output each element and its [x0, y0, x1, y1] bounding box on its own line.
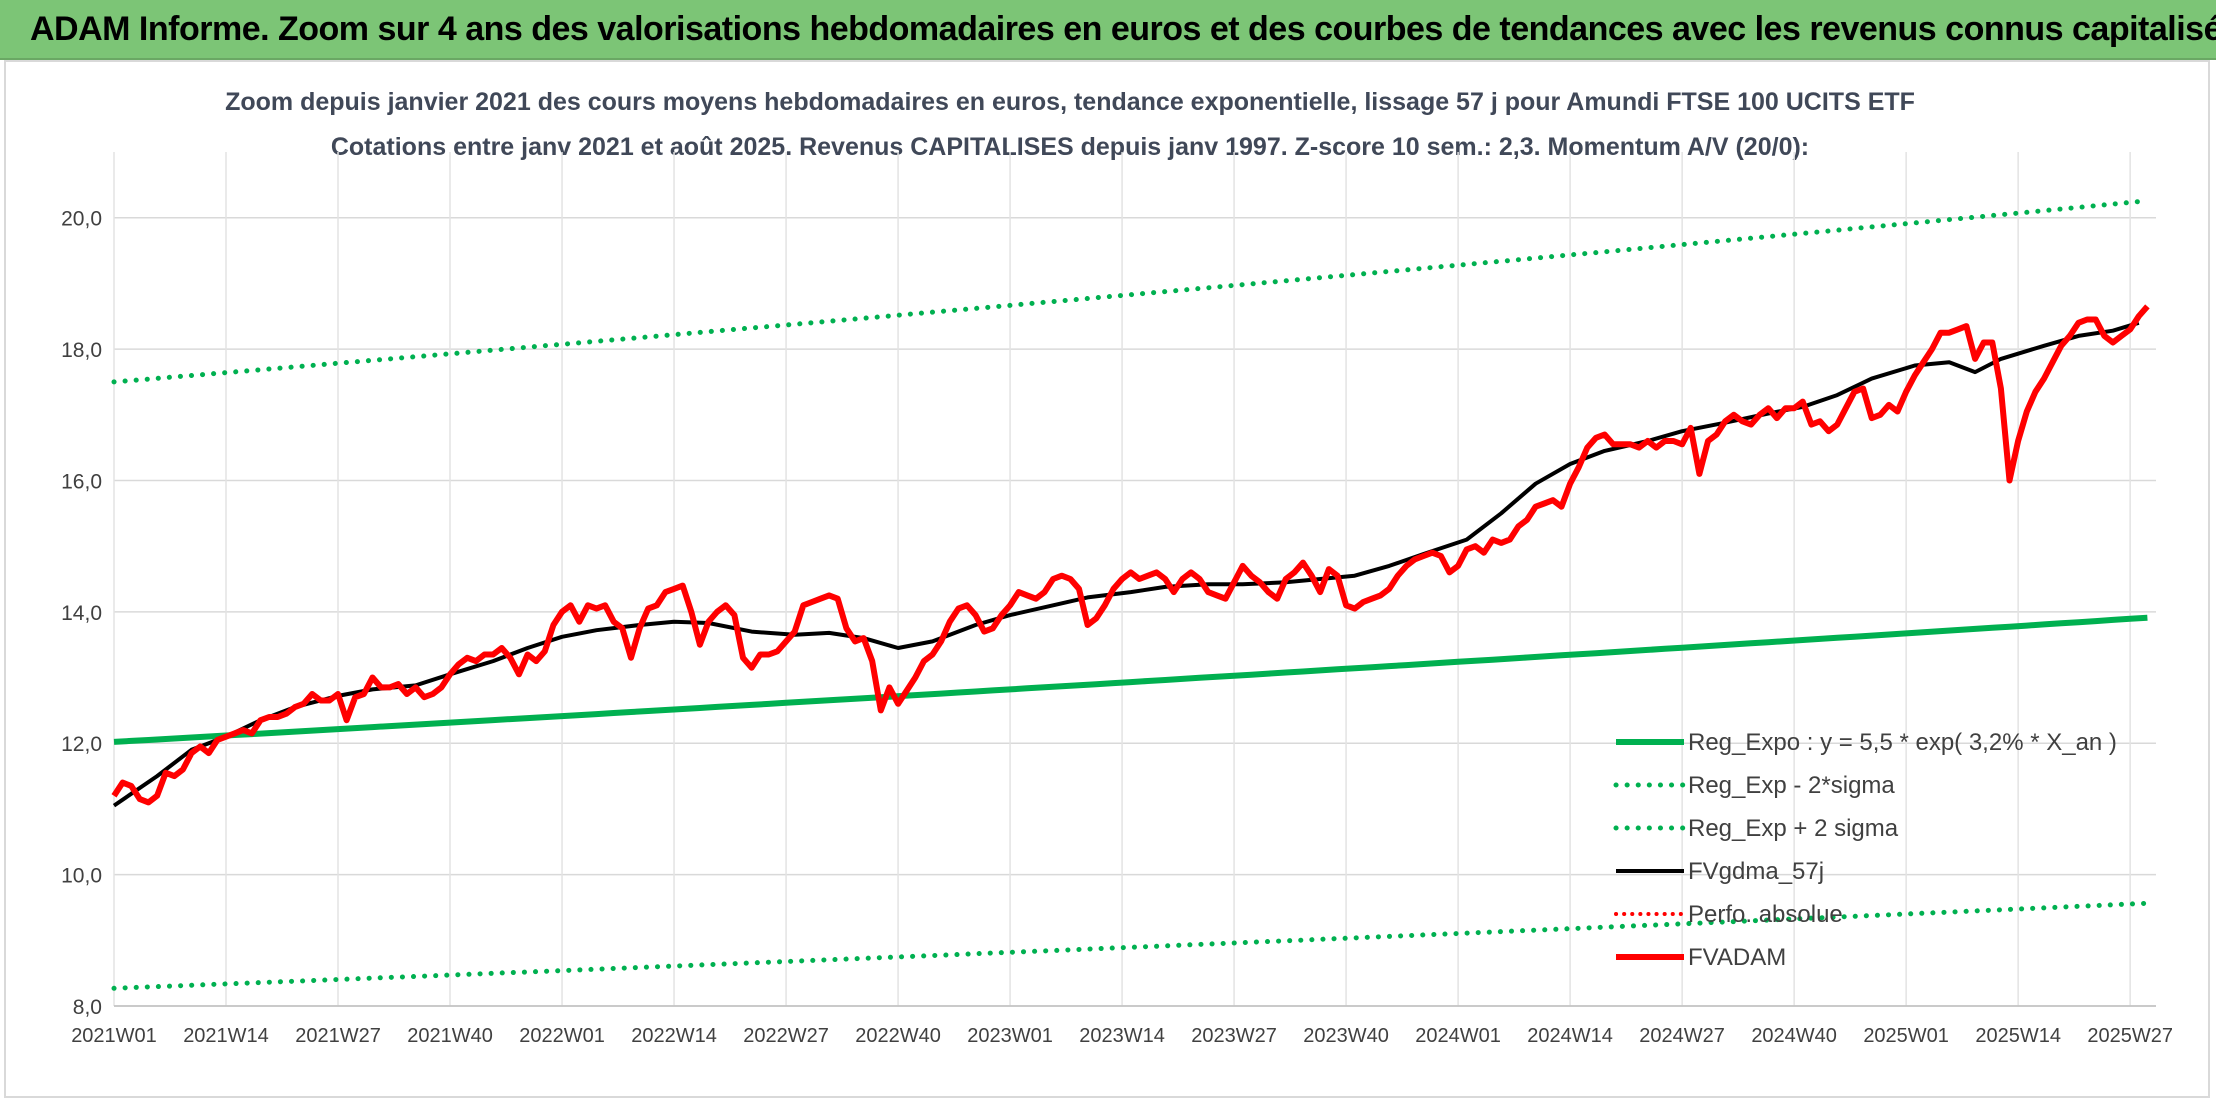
- x-tick-label: 2025W27: [2087, 1025, 2173, 1047]
- series-line-fvgdma-57j: [112, 320, 2140, 808]
- x-tick-label: 2023W01: [967, 1025, 1053, 1047]
- x-tick-label: 2022W14: [631, 1025, 717, 1047]
- chart-title: Zoom depuis janvier 2021 des cours moyen…: [225, 88, 1915, 116]
- report-banner: ADAM Informe. Zoom sur 4 ans des valoris…: [0, 0, 2216, 60]
- x-tick-label: 2021W27: [295, 1025, 381, 1047]
- y-tick-label: 20,0: [61, 208, 102, 231]
- y-tick-label: 8,0: [73, 996, 102, 1019]
- legend-label: Reg_Exp + 2 sigma: [1688, 815, 1899, 842]
- legend-label: Reg_Expo : y = 5,5 * exp( 3,2% * X_an ): [1688, 729, 2117, 756]
- chart-frame: Zoom depuis janvier 2021 des cours moyen…: [4, 60, 2210, 1098]
- y-tick-label: 14,0: [61, 602, 102, 625]
- x-tick-label: 2022W40: [855, 1025, 941, 1047]
- trend-chart: Zoom depuis janvier 2021 des cours moyen…: [61, 88, 2173, 1047]
- y-tick-label: 18,0: [61, 339, 102, 362]
- legend-label: Perfo. absolue: [1688, 901, 1843, 928]
- y-tick-label: 12,0: [61, 733, 102, 756]
- x-tick-label: 2024W14: [1527, 1025, 1613, 1047]
- x-tick-label: 2025W01: [1863, 1025, 1949, 1047]
- x-tick-label: 2023W27: [1191, 1025, 1277, 1047]
- x-tick-label: 2024W01: [1415, 1025, 1501, 1047]
- x-tick-label: 2022W27: [743, 1025, 829, 1047]
- legend-label: FVADAM: [1688, 944, 1786, 971]
- x-tick-label: 2021W40: [407, 1025, 493, 1047]
- x-tick-label: 2024W27: [1639, 1025, 1725, 1047]
- series-line-fvadam: [111, 304, 2150, 806]
- x-tick-label: 2023W14: [1079, 1025, 1165, 1047]
- y-tick-label: 16,0: [61, 470, 102, 493]
- legend-label: Reg_Exp - 2*sigma: [1688, 772, 1895, 799]
- y-tick-label: 10,0: [61, 865, 102, 888]
- chart-subtitle: Cotations entre janv 2021 et août 2025. …: [331, 133, 1809, 161]
- series-line-reg-exp-2-sigma: [111, 900, 2150, 991]
- x-tick-label: 2025W14: [1975, 1025, 2061, 1047]
- legend-label: FVgdma_57j: [1688, 858, 1824, 885]
- banner-title: ADAM Informe. Zoom sur 4 ans des valoris…: [30, 10, 2216, 48]
- series-line-reg-expo-y-5-5-exp-3-2-x-an: [113, 614, 2148, 745]
- x-tick-label: 2023W40: [1303, 1025, 1389, 1047]
- series-line-reg-exp-2-sigma: [111, 198, 2150, 385]
- x-tick-label: 2021W14: [183, 1025, 269, 1047]
- x-tick-label: 2024W40: [1751, 1025, 1837, 1047]
- x-tick-label: 2022W01: [519, 1025, 605, 1047]
- x-tick-label: 2021W01: [71, 1025, 157, 1047]
